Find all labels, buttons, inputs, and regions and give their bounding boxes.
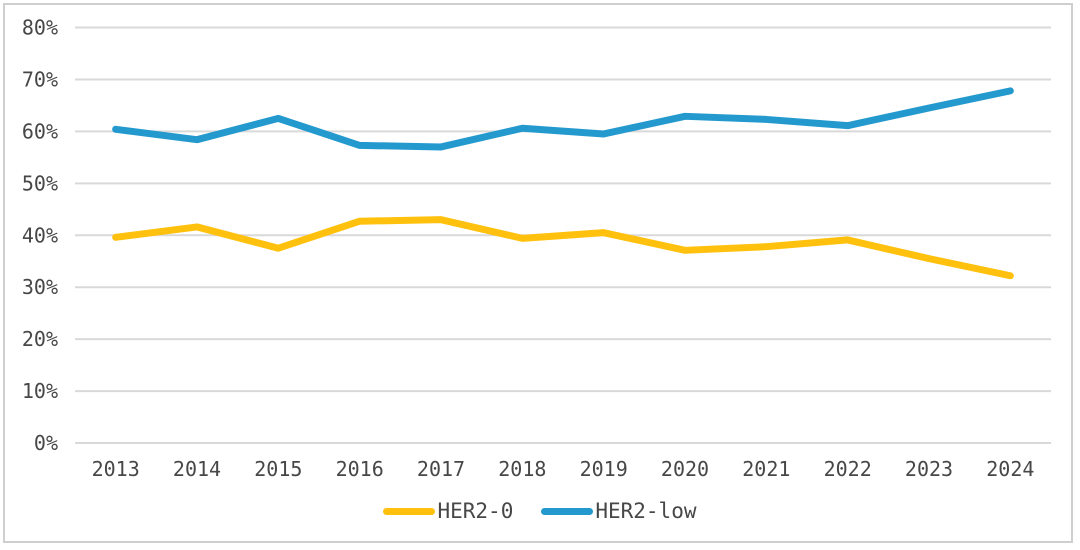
legend-item-her2-low: HER2-low	[541, 499, 697, 523]
x-tick-label: 2023	[905, 457, 953, 481]
legend-swatch-her2-0	[383, 508, 436, 515]
x-tick-label: 2013	[92, 457, 140, 481]
x-tick-label: 2020	[661, 457, 709, 481]
chart-frame	[3, 3, 1073, 543]
y-tick-label: 30%	[22, 275, 58, 299]
y-tick-label: 50%	[22, 171, 58, 195]
x-tick-label: 2014	[173, 457, 221, 481]
legend-item-her2-0: HER2-0	[383, 501, 513, 522]
gridlines	[75, 26, 1051, 444]
series-lines	[112, 87, 1014, 280]
x-tick-label: 2016	[336, 457, 384, 481]
x-tick-label: 2019	[580, 457, 628, 481]
y-tick-label: 0%	[34, 431, 58, 455]
x-tick-label: 2018	[498, 457, 546, 481]
y-tick-label: 80%	[22, 16, 58, 40]
chart-legend: HER2-0 HER2-low	[0, 501, 1080, 522]
x-tick-label: 2024	[986, 457, 1034, 481]
y-tick-label: 10%	[22, 379, 58, 403]
y-tick-label: 20%	[22, 327, 58, 351]
y-tick-label: 70%	[22, 67, 58, 91]
y-axis-tick-labels: 0% 10% 20% 30% 40% 50% 60% 70% 80%	[22, 16, 58, 456]
y-tick-label: 40%	[22, 223, 58, 247]
x-tick-label: 2017	[417, 457, 465, 481]
x-tick-label: 2021	[742, 457, 790, 481]
x-tick-label: 2022	[824, 457, 872, 481]
legend-swatch-her2-low	[541, 508, 594, 515]
x-axis-tick-labels: 2013 2014 2015 2016 2017 2018 2019 2020 2021 2022…	[92, 457, 1035, 481]
y-tick-label: 60%	[22, 119, 58, 143]
series-line-her2-low	[112, 87, 1014, 151]
x-tick-label: 2015	[254, 457, 302, 481]
legend-label-her2-low: HER2-low	[595, 499, 697, 523]
legend-label-her2-0: HER2-0	[437, 499, 514, 523]
series-line-her2-0	[112, 216, 1014, 280]
